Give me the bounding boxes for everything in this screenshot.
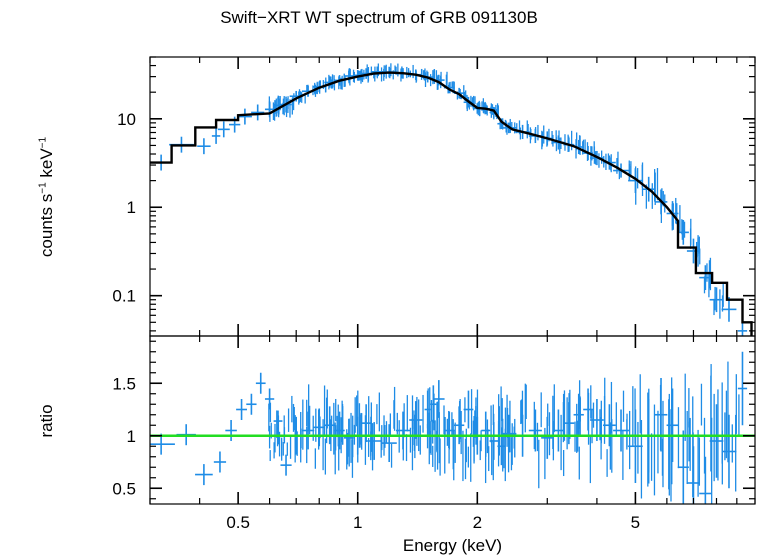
ratio-point (489, 394, 500, 481)
ratio-data-points (150, 351, 748, 504)
x-tick-label: 2 (473, 513, 482, 532)
ratio-point (666, 377, 680, 502)
data-point (686, 235, 701, 267)
model-line (150, 71, 753, 336)
ratio-point (213, 451, 227, 473)
x-tick-labels: 0.5 1 2 5 (226, 513, 640, 532)
ratio-point (563, 389, 578, 453)
ratio-point (686, 383, 703, 504)
spectrum-model-curve (150, 71, 753, 336)
ratio-y-tick-labels: 0.5 1 1.5 (112, 374, 136, 498)
y-tick-label: 1 (127, 198, 136, 217)
ratio-point (195, 464, 213, 486)
y-tick-label: 0.1 (112, 287, 136, 306)
ratio-point (236, 399, 247, 420)
ratio-point (573, 380, 584, 480)
x-tick-label: 1 (353, 513, 362, 532)
y-tick-label: 0.5 (112, 479, 136, 498)
y-tick-label: 10 (117, 110, 136, 129)
ratio-point (699, 364, 715, 504)
ratio-point (613, 390, 631, 480)
x-tick-label: 5 (631, 513, 640, 532)
ratio-point (463, 389, 476, 482)
ratio-point (709, 382, 728, 485)
x-tick-label: 0.5 (226, 513, 250, 532)
ratio-point (443, 410, 456, 481)
data-point (197, 138, 211, 155)
chart-title: Swift−XRT WT spectrum of GRB 091130B (220, 8, 538, 27)
ratio-point (225, 420, 237, 441)
data-point (237, 108, 252, 125)
spectrum-panel: 0.1 1 10 (112, 56, 756, 337)
ylabel-part: counts s (37, 193, 56, 258)
ratio-point (395, 395, 414, 471)
ratio-point (301, 384, 317, 469)
data-point (217, 121, 230, 138)
ratio-point (737, 351, 748, 426)
data-point (433, 71, 448, 90)
ylabel-exponent: −1 (37, 182, 49, 194)
ratio-point (654, 378, 670, 496)
data-point (721, 296, 737, 322)
data-point (211, 127, 221, 144)
ylabel-exponent: −1 (37, 136, 49, 149)
x-axis-label: Energy (keV) (402, 536, 503, 555)
spectrum-ticks (149, 56, 756, 336)
ratio-ticks (149, 336, 756, 504)
ratio-y-axis-label: ratio (37, 404, 56, 438)
ratio-point (541, 384, 555, 461)
ratio-point (324, 398, 338, 475)
data-point (677, 218, 692, 249)
spectrum-y-tick-labels: 0.1 1 10 (112, 110, 136, 306)
data-point (251, 104, 265, 121)
ratio-point (552, 390, 566, 477)
spectrum-y-axis-label: counts s−1 keV−1 (37, 137, 57, 257)
y-tick-label: 1 (127, 427, 136, 446)
ratio-point (721, 361, 740, 492)
ratio-panel: 0.5 1 1.5 0.5 1 2 5 (112, 335, 756, 532)
ratio-point (433, 380, 446, 476)
ratio-point (515, 383, 530, 457)
ratio-point (280, 395, 295, 476)
ratio-point (344, 397, 356, 478)
ratio-point (150, 433, 175, 455)
ratio-point (677, 373, 691, 504)
ratio-point (628, 374, 643, 499)
ratio-frame (149, 335, 756, 505)
ratio-point (501, 400, 517, 473)
ratio-point (246, 393, 257, 415)
y-tick-label: 1.5 (112, 374, 136, 393)
ylabel-part: keV (37, 148, 56, 183)
ratio-point (255, 372, 266, 394)
